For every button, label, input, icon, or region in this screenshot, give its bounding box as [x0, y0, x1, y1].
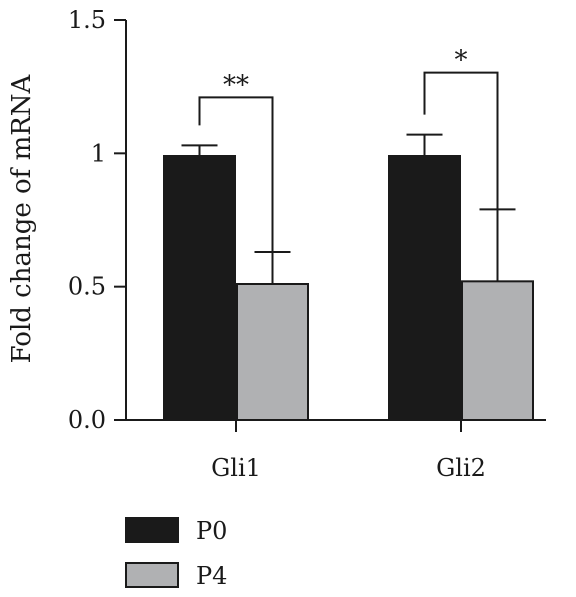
y-tick-label: 1 [91, 139, 106, 167]
legend-swatch-p0 [125, 517, 179, 543]
legend-label-p4: P4 [196, 562, 227, 590]
legend: P0 P4 [125, 517, 227, 590]
x-tick-label-gli1: Gli1 [211, 454, 261, 482]
bars: Gli1 Gli2 [163, 155, 534, 482]
legend-swatch-p4 [125, 562, 179, 588]
y-axis-label: Fold change of mRNA [7, 73, 37, 363]
significance-label: * [455, 46, 468, 76]
significance-annotations: *** [198, 46, 499, 252]
bar-p4-gli2 [461, 280, 534, 422]
significance-bracket [423, 71, 499, 210]
x-tick-label-gli2: Gli2 [436, 454, 486, 482]
legend-label-p0: P0 [196, 517, 227, 545]
bar-p0-gli1 [163, 155, 236, 421]
significance-label: ** [223, 70, 249, 100]
y-tick-label: 1.5 [68, 6, 106, 34]
y-tick-label: 0.5 [68, 273, 106, 301]
y-tick-label: 0.0 [68, 406, 106, 434]
bar-p4-gli1 [236, 283, 309, 421]
significance-bracket [198, 96, 274, 252]
bar-p0-gli2 [388, 155, 461, 421]
